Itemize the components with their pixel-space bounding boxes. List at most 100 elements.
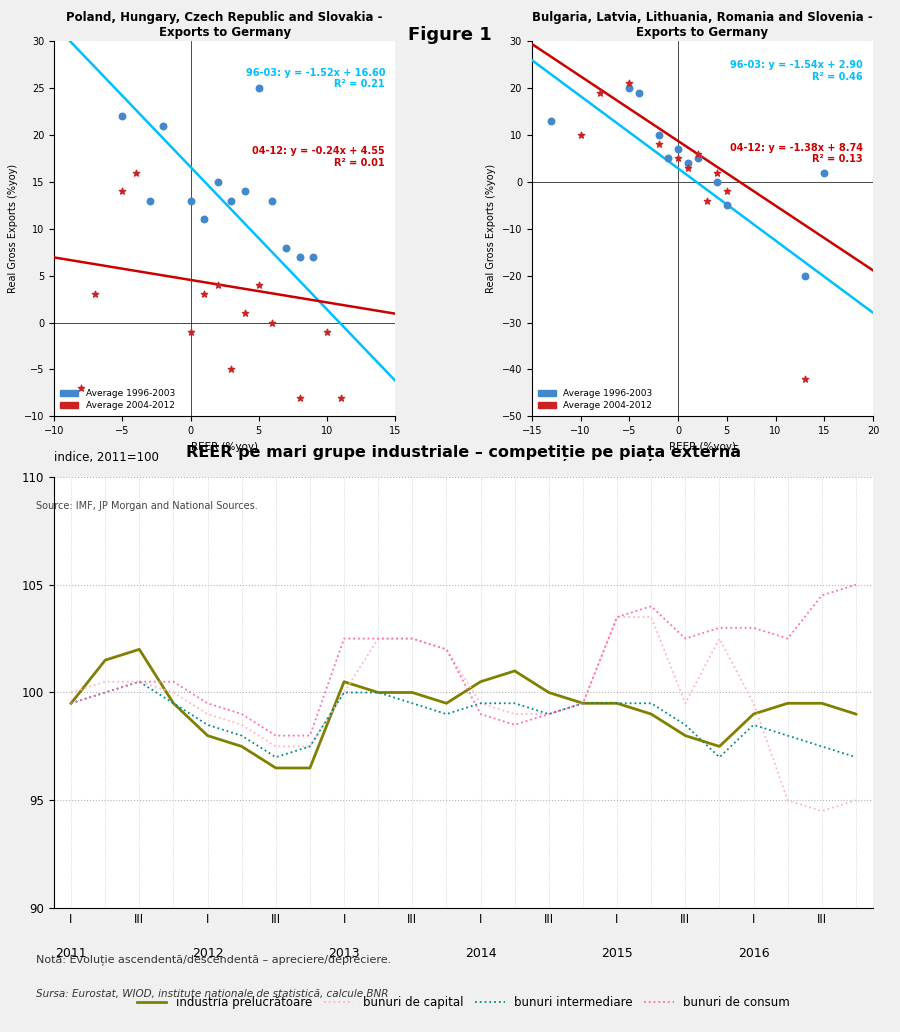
- Title: Poland, Hungary, Czech Republic and Slovakia -
Exports to Germany: Poland, Hungary, Czech Republic and Slov…: [67, 10, 382, 39]
- Point: [211, 173, 225, 190]
- Point: [238, 183, 252, 199]
- Point: [720, 197, 734, 214]
- bunuri de consum: [270, 730, 281, 742]
- bunuri intermediare: [646, 697, 657, 709]
- bunuri intermediare: [748, 718, 759, 731]
- Point: [266, 315, 280, 331]
- Point: [224, 192, 238, 208]
- bunuri de capital: [646, 611, 657, 623]
- Legend: industria prelucrătoare, bunuri de capital, bunuri intermediare, bunuri de consu: industria prelucrătoare, bunuri de capit…: [132, 992, 795, 1014]
- bunuri de consum: [748, 621, 759, 634]
- bunuri de capital: [544, 708, 554, 720]
- bunuri de capital: [134, 676, 145, 688]
- bunuri intermediare: [441, 708, 452, 720]
- Point: [251, 79, 266, 96]
- industria prelucrătoare: [441, 697, 452, 709]
- Point: [680, 160, 695, 176]
- bunuri de capital: [578, 697, 589, 709]
- industria prelucrătoare: [373, 686, 383, 699]
- Point: [115, 183, 130, 199]
- Text: 04-12: y = -0.24x + 4.55
R² = 0.01: 04-12: y = -0.24x + 4.55 R² = 0.01: [252, 147, 385, 168]
- Point: [632, 85, 646, 101]
- bunuri de consum: [100, 686, 111, 699]
- industria prelucrătoare: [544, 686, 554, 699]
- industria prelucrătoare: [850, 708, 861, 720]
- bunuri de consum: [304, 730, 315, 742]
- Line: bunuri intermediare: bunuri intermediare: [71, 682, 856, 757]
- bunuri de capital: [850, 795, 861, 807]
- Point: [652, 136, 666, 153]
- Point: [652, 127, 666, 143]
- Y-axis label: Real Gross Exports (%yoy): Real Gross Exports (%yoy): [486, 164, 496, 293]
- industria prelucrătoare: [237, 740, 248, 752]
- industria prelucrătoare: [680, 730, 690, 742]
- bunuri intermediare: [544, 708, 554, 720]
- industria prelucrătoare: [612, 697, 623, 709]
- Point: [670, 151, 685, 167]
- Legend: Average 1996-2003, Average 2004-2012: Average 1996-2003, Average 2004-2012: [58, 388, 176, 412]
- industria prelucrătoare: [578, 697, 589, 709]
- Point: [292, 389, 307, 406]
- Point: [817, 164, 832, 181]
- bunuri de consum: [680, 633, 690, 645]
- Text: 96-03: y = -1.54x + 2.90
R² = 0.46: 96-03: y = -1.54x + 2.90 R² = 0.46: [730, 60, 863, 82]
- Point: [700, 192, 715, 208]
- bunuri de capital: [612, 611, 623, 623]
- bunuri intermediare: [578, 697, 589, 709]
- bunuri de consum: [202, 697, 213, 709]
- industria prelucrătoare: [202, 730, 213, 742]
- Point: [670, 140, 685, 157]
- Text: 2014: 2014: [464, 947, 497, 960]
- Point: [156, 118, 170, 134]
- bunuri de consum: [441, 643, 452, 655]
- industria prelucrătoare: [66, 697, 77, 709]
- bunuri intermediare: [680, 718, 690, 731]
- bunuri de consum: [612, 611, 623, 623]
- Y-axis label: Real Gross Exports (%yoy): Real Gross Exports (%yoy): [8, 164, 18, 293]
- bunuri de capital: [748, 697, 759, 709]
- industria prelucrătoare: [134, 643, 145, 655]
- bunuri de consum: [407, 633, 418, 645]
- bunuri de capital: [373, 633, 383, 645]
- industria prelucrătoare: [475, 676, 486, 688]
- Point: [184, 324, 198, 341]
- bunuri de consum: [134, 676, 145, 688]
- bunuri intermediare: [612, 697, 623, 709]
- bunuri de consum: [237, 708, 248, 720]
- Point: [266, 192, 280, 208]
- bunuri de capital: [270, 740, 281, 752]
- Text: 2016: 2016: [738, 947, 770, 960]
- Point: [129, 164, 143, 181]
- bunuri de capital: [680, 697, 690, 709]
- bunuri intermediare: [66, 697, 77, 709]
- bunuri de capital: [407, 633, 418, 645]
- Point: [184, 192, 198, 208]
- Point: [333, 389, 347, 406]
- Line: industria prelucrătoare: industria prelucrătoare: [71, 649, 856, 768]
- bunuri de consum: [816, 589, 827, 602]
- bunuri de capital: [304, 740, 315, 752]
- Point: [544, 112, 558, 129]
- Point: [680, 155, 695, 171]
- bunuri intermediare: [168, 697, 179, 709]
- bunuri de consum: [373, 633, 383, 645]
- bunuri intermediare: [237, 730, 248, 742]
- bunuri intermediare: [475, 697, 486, 709]
- Text: Notă: Evoluție ascendentă/descendentă – apreciere/depreciere.: Notă: Evoluție ascendentă/descendentă – …: [36, 955, 392, 966]
- bunuri de capital: [441, 643, 452, 655]
- Point: [197, 286, 211, 302]
- industria prelucrătoare: [270, 762, 281, 774]
- Point: [690, 151, 705, 167]
- industria prelucrătoare: [304, 762, 315, 774]
- bunuri de capital: [237, 718, 248, 731]
- Point: [797, 370, 812, 387]
- Point: [279, 239, 293, 256]
- bunuri intermediare: [373, 686, 383, 699]
- Point: [622, 75, 636, 92]
- Point: [238, 304, 252, 321]
- bunuri de capital: [338, 686, 349, 699]
- bunuri de capital: [168, 686, 179, 699]
- bunuri intermediare: [100, 686, 111, 699]
- Point: [292, 249, 307, 265]
- X-axis label: REER (%yoy): REER (%yoy): [191, 442, 258, 452]
